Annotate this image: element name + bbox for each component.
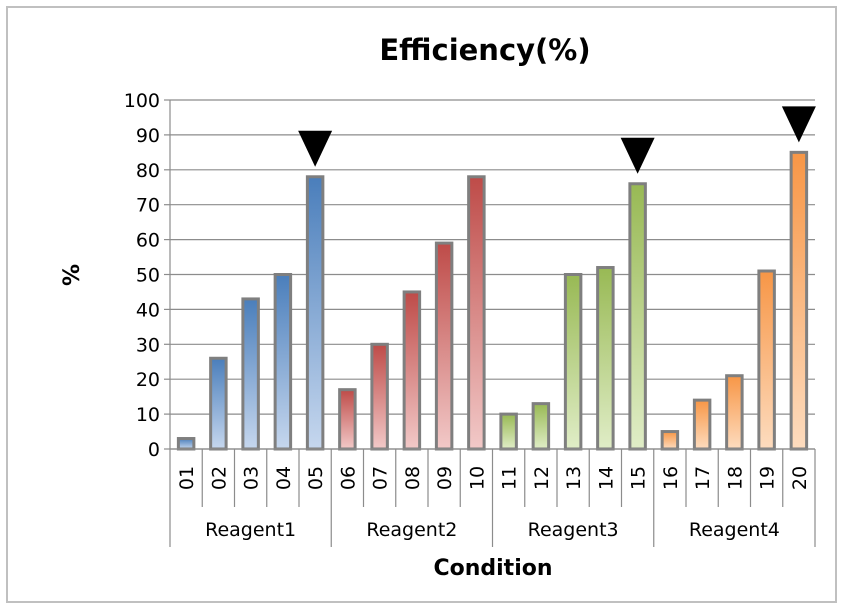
y-tick-label: 40: [136, 299, 160, 321]
down-triangle-marker: [298, 130, 333, 167]
x-axis-title: Condition: [433, 556, 552, 581]
chart-frame: [6, 6, 837, 603]
down-triangle-marker: [620, 137, 655, 174]
x-tick-label: 13: [563, 466, 585, 490]
bar-20: [789, 150, 809, 451]
bar-04: [273, 273, 293, 451]
bar-18: [725, 374, 744, 451]
bar-08: [402, 290, 422, 451]
x-tick-label: 07: [370, 466, 392, 490]
x-tick-label: 05: [305, 466, 327, 490]
bar-05: [305, 175, 325, 451]
x-tick-label: 20: [789, 466, 811, 490]
x-tick-label: 01: [176, 466, 198, 490]
x-tick-label: 10: [466, 466, 488, 490]
x-tick-label: 14: [595, 466, 617, 490]
group-label: Reagent3: [528, 519, 619, 541]
x-tick-label: 09: [434, 466, 456, 490]
y-tick-label: 70: [136, 195, 160, 217]
bar-11: [499, 412, 518, 451]
y-tick-label: 10: [136, 404, 160, 426]
x-tick-label: 04: [273, 466, 295, 490]
bar-10: [467, 175, 486, 451]
bar-03: [241, 297, 260, 451]
bar-12: [531, 402, 551, 451]
gridlines: [164, 99, 815, 450]
y-tick-label: 80: [136, 160, 160, 182]
bar-13: [563, 273, 583, 451]
x-tick-label: 11: [499, 466, 521, 490]
y-tick-label: 90: [136, 125, 160, 147]
y-tick-label: 20: [136, 369, 160, 391]
bar-02: [209, 356, 228, 451]
x-tick-label: 03: [241, 466, 263, 490]
bar-07: [370, 342, 389, 451]
group-label: Reagent4: [689, 519, 780, 541]
x-tick-label: 15: [628, 466, 650, 490]
x-tick-label: 12: [531, 466, 553, 490]
y-tick-label: 60: [136, 230, 160, 252]
y-tick-label: 50: [136, 265, 160, 287]
y-tick-label: 30: [136, 334, 160, 356]
x-tick-label: 06: [337, 466, 359, 490]
y-axis-ticks: 0 10 20 30 40 50 60 70 80 90 100: [124, 90, 160, 461]
bar-01: [176, 437, 196, 451]
chart-title: Efficiency(%): [379, 33, 590, 67]
x-tick-label: 19: [757, 466, 779, 490]
bar-06: [338, 388, 357, 451]
bar-16: [660, 430, 680, 451]
bar-09: [434, 241, 454, 451]
markers: [298, 106, 816, 174]
group-label: Reagent2: [366, 519, 457, 541]
x-axis: 01 02 03 04 05 06 07 08 09 10 11 12 13 14 15 16 17 18 19 20…: [169, 448, 816, 547]
bar-15: [628, 182, 647, 451]
down-triangle-marker: [781, 106, 816, 143]
bar-17: [692, 398, 712, 451]
bar-14: [596, 266, 615, 451]
y-axis-title: %: [60, 264, 85, 286]
group-label: Reagent1: [205, 519, 296, 541]
y-tick-label: 0: [148, 439, 160, 461]
x-tick-label: 08: [402, 466, 424, 490]
x-tick-label: 18: [724, 466, 746, 490]
x-tick-label: 02: [208, 466, 230, 490]
x-tick-label: 17: [692, 466, 714, 490]
y-tick-label: 100: [124, 90, 160, 112]
bars: [176, 150, 809, 451]
x-tick-label: 16: [660, 466, 682, 490]
bar-19: [757, 269, 776, 451]
